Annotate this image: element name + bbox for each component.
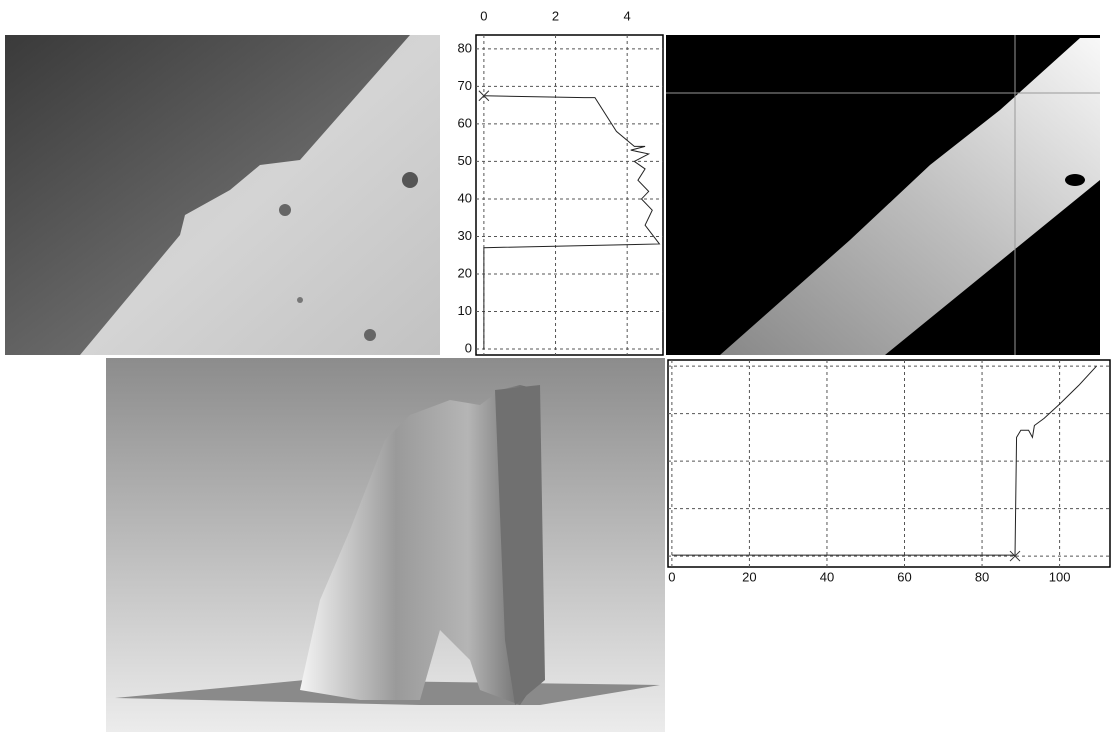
y-tick-label: 30 <box>458 228 472 243</box>
x-tick-label: 4 <box>624 8 631 23</box>
scene: 02401020304050607080 020406080100 <box>0 0 1111 732</box>
x-tick-label: 2 <box>552 8 559 23</box>
x-tick-label: 60 <box>897 569 911 584</box>
depth-map <box>666 35 1100 355</box>
y-tick-label: 60 <box>458 115 472 130</box>
y-tick-label: 50 <box>458 153 472 168</box>
page: 02401020304050607080 020406080100 (() =>… <box>0 0 1111 737</box>
x-tick-label: 100 <box>1049 569 1071 584</box>
y-tick-label: 70 <box>458 78 472 93</box>
x-tick-label: 40 <box>820 569 834 584</box>
y-tick-label: 80 <box>458 40 472 55</box>
x-tick-label: 20 <box>742 569 756 584</box>
y-tick-label: 40 <box>458 190 472 205</box>
microscope-image <box>5 35 440 355</box>
y-tick-label: 0 <box>465 340 472 355</box>
x-tick-label: 0 <box>480 8 487 23</box>
horizontal-profile: 0 20 40 60 80 100 <box>668 360 1110 584</box>
y-tick-label: 20 <box>458 265 472 280</box>
y-tick-label: 10 <box>458 303 472 318</box>
x-tick-label: 0 <box>668 569 675 584</box>
surface-view <box>106 358 665 732</box>
x-tick-label: 80 <box>975 569 989 584</box>
